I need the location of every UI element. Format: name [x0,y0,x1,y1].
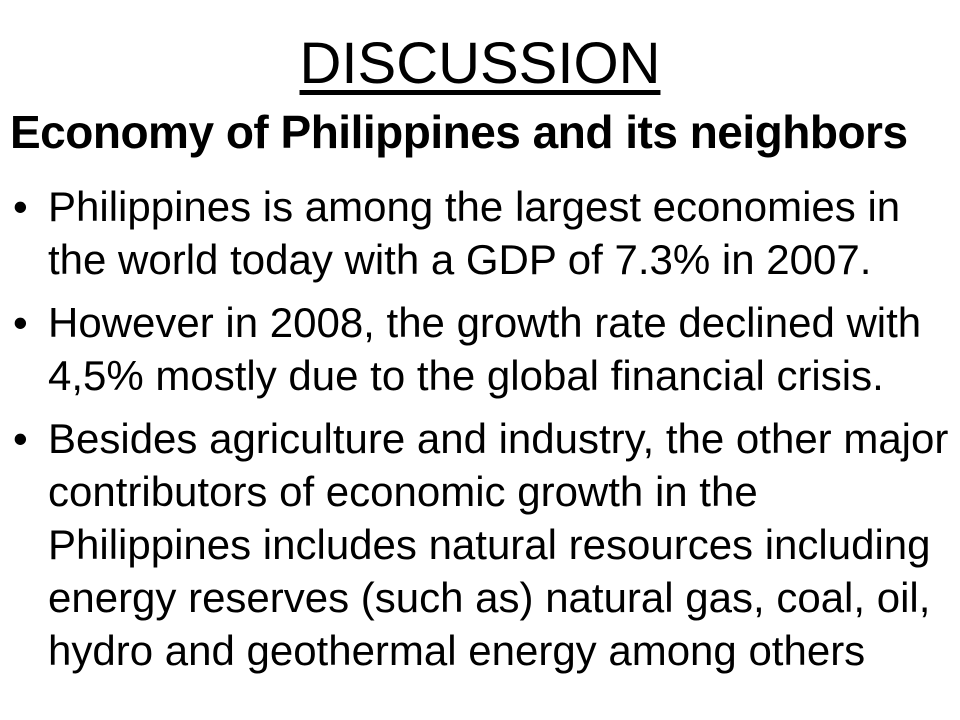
bullet-icon: • [13,299,28,347]
bullet-item: • Besides agriculture and industry, the o… [10,412,950,677]
bullet-icon: • [13,415,28,463]
slide-title: DISCUSSION [299,31,661,96]
bullet-text: However in 2008, the growth rate decline… [48,299,922,400]
section-heading: Economy of Philippines and its neighbors [10,106,908,159]
bullet-text: Philippines is among the largest economi… [48,183,901,284]
bullet-item: • However in 2008, the growth rate declin… [10,296,950,402]
bullet-list: • Philippines is among the largest econom… [10,180,950,677]
bullet-text: Besides agriculture and industry, the ot… [48,415,949,675]
bullet-item: • Philippines is among the largest econom… [10,180,950,286]
bullet-icon: • [13,183,28,231]
